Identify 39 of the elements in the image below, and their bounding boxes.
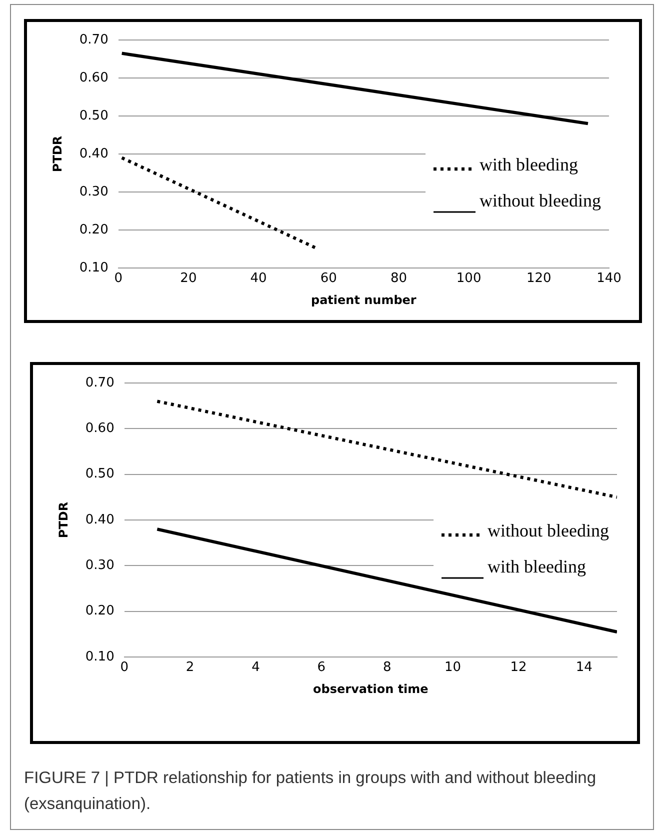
y-tick-label: 0.40 xyxy=(79,146,108,162)
x-tick-label: 20 xyxy=(180,271,197,286)
x-tick-label: 2 xyxy=(186,660,194,676)
y-tick-label: 0.40 xyxy=(85,512,114,528)
x-tick-label: 60 xyxy=(320,271,337,286)
x-tick-label: 10 xyxy=(444,660,462,676)
y-axis-title: PTDR xyxy=(56,502,70,538)
x-axis-title: patient number xyxy=(310,292,416,307)
x-tick-label: 12 xyxy=(510,660,527,676)
y-tick-label: 0.30 xyxy=(79,184,108,200)
y-tick-label: 0.10 xyxy=(79,260,108,276)
x-tick-label: 8 xyxy=(382,660,392,676)
x-tick-label: 0 xyxy=(114,271,122,286)
y-tick-label: 0.20 xyxy=(85,604,114,619)
legend-label: without bleeding xyxy=(488,520,609,541)
x-tick-label: 140 xyxy=(596,271,622,286)
y-tick-label: 0.10 xyxy=(85,649,114,664)
y-tick-label: 0.50 xyxy=(79,108,108,124)
y-tick-label: 0.20 xyxy=(79,222,108,238)
caption: FIGURE 7 | PTDR relationship for patients in groups with and without bleeding (exsanquination). xyxy=(24,768,597,815)
y-tick-label: 0.60 xyxy=(79,70,108,86)
x-tick-label: 6 xyxy=(317,660,326,676)
y-tick-label: 0.50 xyxy=(85,466,114,482)
x-tick-label: 80 xyxy=(390,271,407,286)
legend-label: with bleeding xyxy=(480,154,578,175)
x-axis-title: observation time xyxy=(313,682,428,696)
y-tick-label: 0.30 xyxy=(85,558,114,574)
y-axis-title: PTDR xyxy=(50,136,64,172)
y-tick-label: 0.60 xyxy=(85,421,114,436)
legend-label: without bleeding xyxy=(480,190,601,211)
x-tick-label: 40 xyxy=(250,271,267,286)
x-tick-label: 14 xyxy=(576,660,592,676)
x-tick-label: 4 xyxy=(252,660,260,676)
x-tick-label: 0 xyxy=(120,660,128,676)
legend-label: with bleeding xyxy=(488,556,586,577)
x-tick-label: 100 xyxy=(456,271,482,286)
y-tick-label: 0.70 xyxy=(79,32,108,48)
x-tick-label: 120 xyxy=(526,271,552,286)
y-tick-label: 0.70 xyxy=(85,375,114,390)
